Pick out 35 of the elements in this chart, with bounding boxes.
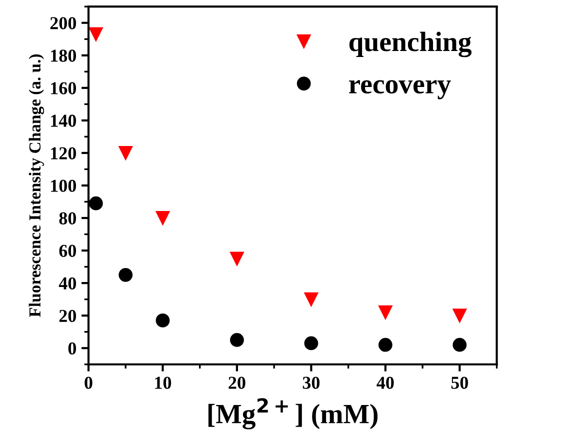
x-tick-label: 20 [228, 376, 246, 389]
point [452, 308, 467, 323]
point [230, 333, 244, 347]
x-tick-label: 40 [376, 376, 394, 389]
y-tick-label: 160 [51, 82, 76, 94]
point [88, 196, 103, 210]
y-tick-label: 120 [51, 147, 76, 160]
point [118, 268, 133, 282]
point [452, 338, 467, 352]
x-tick-label: 50 [451, 376, 468, 389]
x-tick-label: 10 [155, 376, 172, 389]
y-tick-label: 40 [58, 277, 76, 290]
y-tick-label: 200 [50, 17, 76, 30]
y-tick-label: 80 [59, 212, 76, 224]
x-tick-label: 30 [302, 376, 320, 389]
y-tick-label: 0 [68, 342, 76, 355]
y-tick-label: 20 [59, 310, 76, 322]
point [378, 338, 392, 352]
y-tick-label: 100 [51, 180, 76, 192]
point [304, 336, 318, 350]
legend-label: quenching [349, 32, 472, 58]
y-tick-label: 140 [51, 114, 76, 127]
point [378, 305, 392, 320]
y-tick-label: 60 [59, 244, 76, 257]
point [88, 27, 103, 42]
point [304, 292, 318, 306]
legend-label: recovery [349, 80, 451, 100]
point [118, 146, 133, 160]
point [230, 252, 244, 266]
point [156, 314, 170, 328]
y-tick-label: 180 [51, 50, 76, 62]
x-axis-title: [Mg$^{2+}$] (mM) [208, 398, 378, 430]
point [156, 211, 170, 225]
y-axis-title: Fluorescence Intensity Change (a. u.) [28, 54, 44, 317]
x-tick-label: 0 [84, 376, 92, 389]
